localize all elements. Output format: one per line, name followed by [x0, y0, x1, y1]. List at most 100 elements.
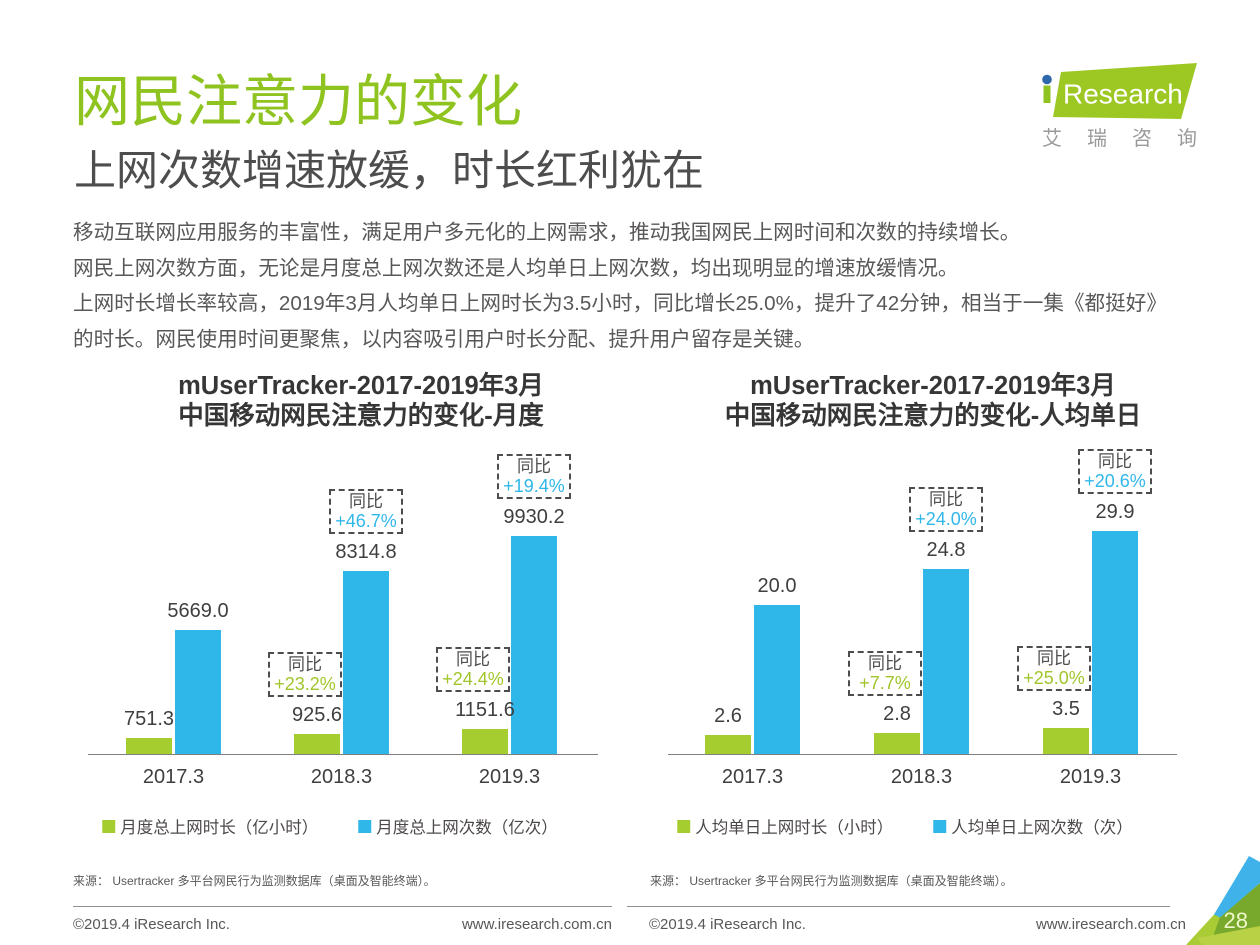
x-axis-tick-label: 2019.3	[1059, 766, 1122, 788]
legend-swatch-blue	[358, 819, 372, 833]
yoy-annotation-tag: 同比	[1098, 452, 1132, 471]
chart-legend: 人均单日上网时长（小时） 人均单日上网次数（次）	[677, 814, 1133, 838]
bar-green-2018.3	[294, 733, 340, 754]
iresearch-logo-graphic: Research	[1042, 63, 1197, 119]
footer-copyright: ©2019.4 iResearch Inc.	[73, 916, 230, 933]
chart-legend: 月度总上网时长（亿小时） 月度总上网次数（亿次）	[102, 814, 558, 838]
yoy-annotation-tag: 同比	[868, 654, 902, 674]
yoy-annotation-box: 同比 +25.0%	[1017, 645, 1091, 691]
yoy-annotation-box: 同比 +24.0%	[909, 487, 983, 533]
bar-blue-2018.3	[923, 569, 969, 754]
yoy-annotation-tag: 同比	[288, 654, 322, 674]
legend-swatch-green	[102, 819, 116, 833]
corner-decoration	[1186, 856, 1260, 945]
yoy-annotation-value: +7.7%	[859, 673, 911, 694]
bar-value-label: 751.3	[123, 707, 175, 730]
yoy-annotation-tag: 同比	[456, 649, 490, 669]
bar-blue-2018.3	[343, 571, 389, 754]
yoy-annotation-value: +25.0%	[1023, 667, 1085, 688]
body-line: 的时长。网民使用时间更聚焦，以内容吸引用户时长分配、提升用户留存是关键。	[73, 327, 815, 351]
bar-value-label: 2.6	[714, 704, 742, 727]
legend-label: 月度总上网时长（亿小时）	[120, 819, 319, 837]
legend-swatch-green	[677, 819, 691, 833]
bar-green-2017.3	[126, 737, 172, 754]
x-axis-tick-label: 2018.3	[890, 766, 953, 788]
page-subtitle: 上网次数增速放缓，时长红利犹在	[74, 147, 705, 194]
yoy-annotation-value: +24.0%	[915, 509, 977, 530]
bar-value-label: 925.6	[291, 703, 343, 726]
legend-swatch-blue	[933, 819, 947, 833]
logo-research-text: Research	[1063, 79, 1183, 110]
yoy-annotation-tag: 同比	[517, 457, 551, 476]
bar-blue-2017.3	[754, 604, 800, 754]
bar-value-label: 24.8	[926, 539, 966, 562]
bar-value-label: 2.8	[883, 703, 911, 726]
yoy-annotation-box: 同比 +7.7%	[848, 651, 922, 697]
bar-value-label: 1151.6	[455, 698, 515, 721]
yoy-annotation-value: +23.2%	[274, 673, 336, 694]
bar-green-2019.3	[462, 728, 508, 754]
yoy-annotation-tag: 同比	[929, 490, 963, 510]
bar-value-label: 29.9	[1095, 501, 1135, 523]
chart-title-line: 中国移动网民注意力的变化-人均单日	[724, 402, 1142, 430]
bar-value-label: 20.0	[757, 574, 797, 597]
body-paragraph: 移动互联网应用服务的丰富性，满足用户多元化的上网需求，推动我国网民上网时间和次数…	[73, 215, 1167, 357]
footer-copyright: ©2019.4 iResearch Inc.	[649, 916, 806, 933]
legend-item: 人均单日上网次数（次）	[933, 814, 1133, 838]
footer-website: www.iresearch.com.cn	[461, 916, 612, 933]
yoy-annotation-box: 同比 +24.4%	[436, 646, 510, 692]
source-note: 来源： Usertracker 多平台网民行为监测数据库（桌面及智能终端）。	[650, 874, 1013, 888]
x-axis-tick-label: 2018.3	[310, 766, 373, 788]
yoy-annotation-box: 同比 +23.2%	[268, 651, 342, 697]
logo-green-shape	[1053, 63, 1197, 119]
bar-green-2017.3	[705, 734, 751, 754]
yoy-annotation-box: 同比 +19.4%	[497, 454, 571, 499]
footer-divider	[627, 906, 1170, 907]
chart-title-line: 中国移动网民注意力的变化-月度	[178, 402, 544, 430]
body-line: 网民上网次数方面，无论是月度总上网次数还是人均单日上网次数，均出现明显的增速放缓…	[73, 256, 959, 280]
page-number: 28	[1223, 908, 1248, 933]
iresearch-logo: Research 艾瑞咨询	[1038, 58, 1222, 150]
legend-label: 人均单日上网时长（小时）	[695, 819, 894, 837]
yoy-annotation-box: 同比 +20.6%	[1078, 449, 1152, 494]
page-title: 网民注意力的变化	[74, 70, 522, 133]
corner-bottom-green	[1197, 926, 1260, 945]
yoy-annotation-value: +20.6%	[1084, 471, 1146, 491]
bar-green-2019.3	[1043, 727, 1089, 754]
yoy-annotation-tag: 同比	[349, 492, 383, 512]
bar-value-label: 5669.0	[167, 599, 229, 622]
legend-item: 人均单日上网时长（小时）	[677, 814, 893, 838]
yoy-annotation-value: +24.4%	[442, 668, 504, 689]
source-note: 来源： Usertracker 多平台网民行为监测数据库（桌面及智能终端）。	[73, 874, 436, 888]
body-line: 移动互联网应用服务的丰富性，满足用户多元化的上网需求，推动我国网民上网时间和次数…	[73, 221, 1021, 244]
chart-title-line: mUserTracker-2017-2019年3月	[178, 372, 544, 400]
yoy-annotation-box: 同比 +46.7%	[329, 489, 403, 535]
logo-chinese-name: 艾瑞咨询	[1042, 128, 1222, 150]
bar-value-label: 3.5	[1052, 697, 1080, 720]
yoy-annotation-value: +19.4%	[503, 476, 565, 496]
bar-blue-2017.3	[175, 629, 221, 754]
bar-green-2018.3	[874, 733, 920, 754]
bar-blue-2019.3	[511, 536, 557, 754]
bar-value-label: 8314.8	[335, 541, 397, 564]
x-axis-tick-label: 2017.3	[721, 766, 784, 788]
footer-divider	[73, 906, 612, 907]
chart-title: mUserTracker-2017-2019年3月 中国移动网民注意力的变化-月度	[178, 371, 544, 431]
x-axis-tick-label: 2017.3	[142, 766, 205, 788]
chart-title-line: mUserTracker-2017-2019年3月	[750, 372, 1116, 400]
legend-label: 人均单日上网次数（次）	[951, 819, 1133, 837]
footer-website: www.iresearch.com.cn	[1035, 916, 1186, 933]
legend-item: 月度总上网次数（亿次）	[358, 814, 558, 838]
logo-i-dot	[1042, 74, 1052, 85]
bar-blue-2019.3	[1092, 531, 1138, 754]
body-line: 上网时长增长率较高，2019年3月人均单日上网时长为3.5小时，同比增长25.0…	[73, 292, 1167, 315]
yoy-annotation-value: +46.7%	[335, 511, 397, 532]
logo-i-stem	[1043, 85, 1051, 103]
chart-title: mUserTracker-2017-2019年3月 中国移动网民注意力的变化-人均…	[725, 371, 1142, 431]
x-axis-tick-label: 2019.3	[478, 766, 541, 788]
legend-item: 月度总上网时长（亿小时）	[102, 814, 318, 838]
yoy-annotation-tag: 同比	[1037, 648, 1071, 668]
corner-blue-stripe	[1214, 856, 1260, 918]
legend-label: 月度总上网次数（亿次）	[376, 819, 558, 837]
